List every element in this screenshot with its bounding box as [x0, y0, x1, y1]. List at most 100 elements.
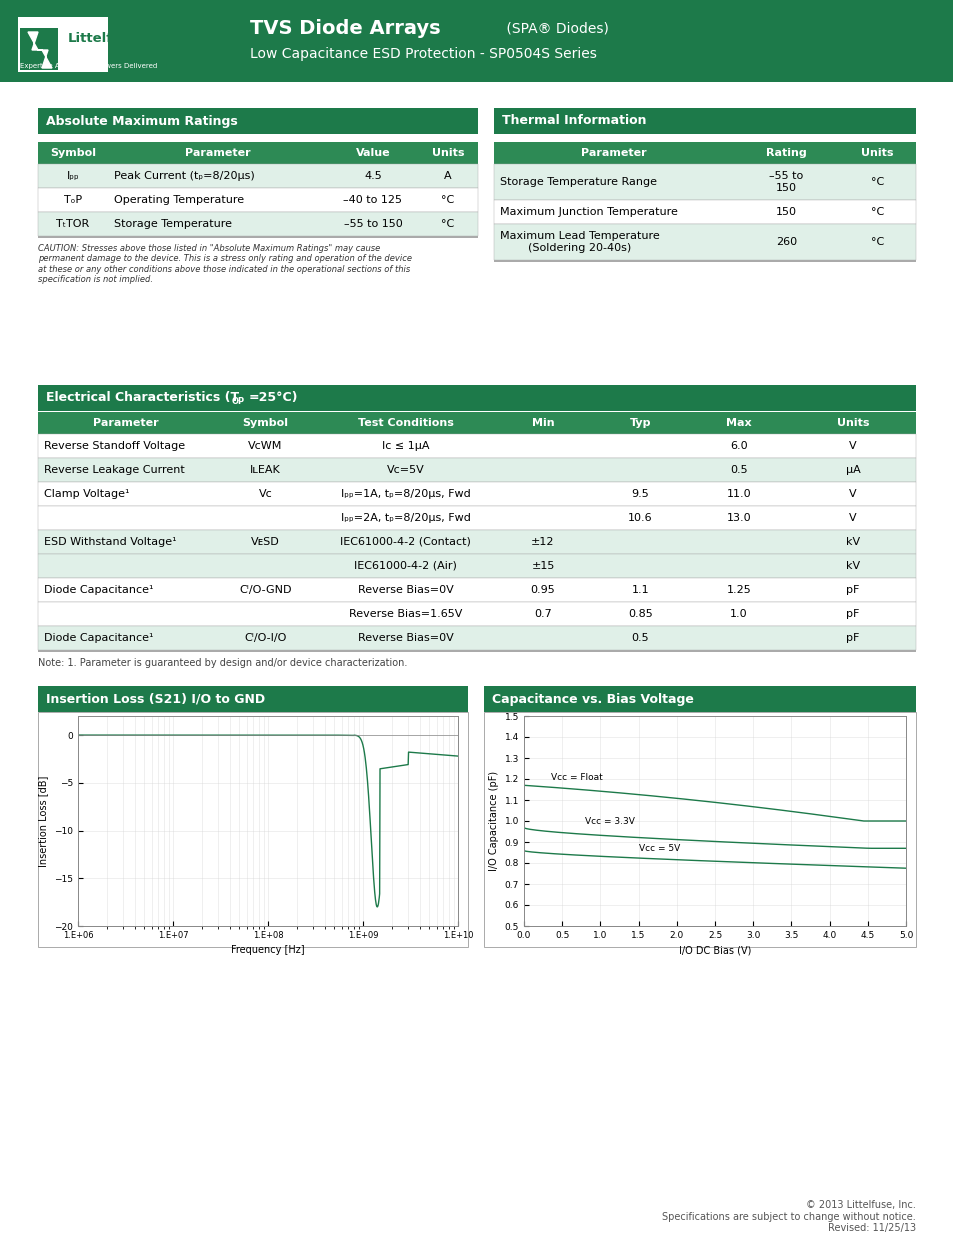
Bar: [38, 412, 915, 433]
Bar: [494, 107, 915, 135]
Text: 6.0: 6.0: [729, 441, 747, 451]
Text: Iᴄ ≤ 1μA: Iᴄ ≤ 1μA: [381, 441, 429, 451]
Text: Thermal Information: Thermal Information: [501, 115, 646, 127]
Text: Vᴄc = 3.3V: Vᴄc = 3.3V: [584, 818, 635, 826]
Bar: [483, 713, 915, 947]
Bar: [38, 713, 468, 947]
Text: IEC61000-4-2 (Contact): IEC61000-4-2 (Contact): [339, 537, 471, 547]
Text: ±12: ±12: [531, 537, 554, 547]
Bar: [38, 482, 915, 506]
Text: ESD Withstand Voltage¹: ESD Withstand Voltage¹: [44, 537, 176, 547]
Bar: [494, 261, 915, 262]
Text: Diode Capacitance¹: Diode Capacitance¹: [44, 585, 153, 595]
Text: OP: OP: [232, 396, 245, 405]
Text: °C: °C: [441, 219, 455, 228]
Text: V: V: [848, 513, 856, 522]
Text: Vᴄc = 5V: Vᴄc = 5V: [638, 845, 679, 853]
Text: 0.95: 0.95: [530, 585, 555, 595]
Text: pF: pF: [845, 609, 859, 619]
Text: 0.7: 0.7: [534, 609, 551, 619]
Text: 4.5: 4.5: [364, 170, 381, 182]
Text: 260: 260: [775, 237, 796, 247]
Text: Cᴵ/O-GND: Cᴵ/O-GND: [239, 585, 292, 595]
Bar: [494, 224, 915, 261]
Text: Note: 1. Parameter is guaranteed by design and/or device characterization.: Note: 1. Parameter is guaranteed by desi…: [38, 658, 407, 668]
Text: Rating: Rating: [765, 148, 806, 158]
Text: Vᴄc = Float: Vᴄc = Float: [550, 773, 602, 782]
Text: pF: pF: [845, 634, 859, 643]
Text: 13.0: 13.0: [726, 513, 751, 522]
Text: TVS Diode Arrays: TVS Diode Arrays: [250, 20, 440, 38]
Bar: [38, 212, 477, 236]
Polygon shape: [28, 32, 52, 68]
Text: 1.0: 1.0: [729, 609, 747, 619]
Text: CAUTION: Stresses above those listed in "Absolute Maximum Ratings" may cause
per: CAUTION: Stresses above those listed in …: [38, 245, 412, 284]
Bar: [494, 200, 915, 224]
Bar: [38, 385, 915, 411]
Text: °C: °C: [870, 207, 883, 217]
Text: Parameter: Parameter: [580, 148, 646, 158]
Text: 0.5: 0.5: [729, 466, 747, 475]
Text: °C: °C: [870, 237, 883, 247]
Text: VᴇSD: VᴇSD: [251, 537, 279, 547]
Text: Reverse Leakage Current: Reverse Leakage Current: [44, 466, 185, 475]
Bar: [38, 626, 915, 650]
Text: Iₚₚ=1A, tₚ=8/20μs, Fwd: Iₚₚ=1A, tₚ=8/20μs, Fwd: [340, 489, 470, 499]
Text: 9.5: 9.5: [631, 489, 649, 499]
Text: Reverse Standoff Voltage: Reverse Standoff Voltage: [44, 441, 185, 451]
Text: 0.5: 0.5: [631, 634, 649, 643]
Text: IEC61000-4-2 (Air): IEC61000-4-2 (Air): [354, 561, 456, 571]
Text: Low Capacitance ESD Protection - SP0504S Series: Low Capacitance ESD Protection - SP0504S…: [250, 47, 597, 61]
Text: pF: pF: [845, 585, 859, 595]
Bar: [494, 164, 915, 200]
Text: Capacitance vs. Bias Voltage: Capacitance vs. Bias Voltage: [492, 693, 693, 705]
Text: Peak Current (tₚ=8/20μs): Peak Current (tₚ=8/20μs): [113, 170, 254, 182]
Bar: [38, 188, 477, 212]
Text: kV: kV: [845, 561, 860, 571]
Text: μA: μA: [844, 466, 860, 475]
Text: Units: Units: [836, 417, 868, 429]
Text: TₒP: TₒP: [64, 195, 82, 205]
X-axis label: Frequency [Hz]: Frequency [Hz]: [231, 946, 305, 956]
Bar: [494, 142, 915, 164]
Text: °C: °C: [870, 177, 883, 186]
Text: © 2013 Littelfuse, Inc.
Specifications are subject to change without notice.
Rev: © 2013 Littelfuse, Inc. Specifications a…: [661, 1200, 915, 1234]
Text: Maximum Lead Temperature
(Soldering 20-40s): Maximum Lead Temperature (Soldering 20-4…: [499, 231, 659, 253]
Text: Electrical Characteristics (T: Electrical Characteristics (T: [46, 391, 239, 405]
Bar: [38, 433, 915, 458]
Text: Diode Capacitance¹: Diode Capacitance¹: [44, 634, 153, 643]
Text: Iₚₚ: Iₚₚ: [67, 170, 79, 182]
Bar: [18, 17, 108, 72]
Text: Storage Temperature Range: Storage Temperature Range: [499, 177, 657, 186]
Text: V: V: [848, 441, 856, 451]
Text: Min: Min: [531, 417, 554, 429]
Bar: [38, 650, 915, 652]
Text: °C: °C: [441, 195, 455, 205]
Bar: [38, 530, 915, 555]
Text: VᴄWM: VᴄWM: [248, 441, 282, 451]
Text: V: V: [848, 489, 856, 499]
Bar: [38, 601, 915, 626]
Text: =25°C): =25°C): [249, 391, 298, 405]
Text: 0.85: 0.85: [627, 609, 652, 619]
Bar: [38, 578, 915, 601]
Text: Reverse Bias=0V: Reverse Bias=0V: [357, 585, 453, 595]
Text: Cᴵ/O-I/O: Cᴵ/O-I/O: [244, 634, 287, 643]
Text: Storage Temperature: Storage Temperature: [113, 219, 232, 228]
Bar: [38, 458, 915, 482]
Text: Operating Temperature: Operating Temperature: [113, 195, 244, 205]
Bar: [38, 555, 915, 578]
Text: Vᴄ=5V: Vᴄ=5V: [386, 466, 424, 475]
Text: –55 to
150: –55 to 150: [768, 172, 802, 193]
Text: TₜTOR: TₜTOR: [56, 219, 90, 228]
Text: Maximum Junction Temperature: Maximum Junction Temperature: [499, 207, 678, 217]
Text: 1.25: 1.25: [726, 585, 751, 595]
X-axis label: I/O DC Bias (V): I/O DC Bias (V): [679, 946, 750, 956]
Text: Units: Units: [861, 148, 893, 158]
Bar: [20, 28, 58, 70]
Text: Clamp Voltage¹: Clamp Voltage¹: [44, 489, 130, 499]
Text: Symbol: Symbol: [50, 148, 96, 158]
Text: IʟEAK: IʟEAK: [250, 466, 280, 475]
Bar: [38, 164, 477, 188]
Text: Units: Units: [432, 148, 464, 158]
